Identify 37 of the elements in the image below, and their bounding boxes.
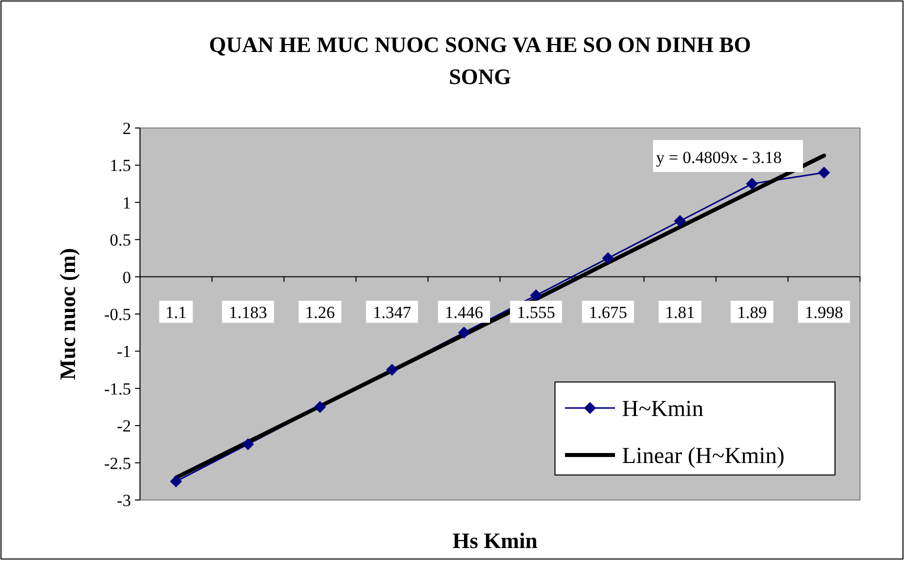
x-tick-label: 1.89: [737, 302, 767, 322]
y-tick-label: 1: [122, 193, 131, 212]
point: [602, 252, 614, 264]
y-tick-label: 1.5: [110, 156, 131, 176]
y-tick-label: 2: [122, 119, 131, 138]
point: [746, 178, 758, 190]
point: [530, 289, 542, 302]
y-tick-label: -0.5: [104, 305, 131, 324]
x-tick-label: 1.998: [804, 302, 844, 322]
point: [386, 364, 398, 376]
y-tick-label: 0: [122, 268, 131, 287]
y-tick-label: 0.5: [110, 230, 131, 250]
x-tick-label: 1.26: [305, 302, 335, 322]
x-tick-label: 1.81: [665, 302, 695, 322]
x-tick-label: 1.555: [516, 302, 556, 322]
annotation: y = 0.4809x - 3.18: [656, 148, 782, 167]
y-axis-title: Muc nuoc (m): [55, 248, 80, 380]
x-axis-title: Hs Kmin: [452, 528, 538, 553]
chart-title: QUAN HE MUC NUOC SONG VA HE SO ON DINH BO SONG: [209, 32, 751, 89]
y-tick-label: -1: [116, 342, 131, 362]
x-tick-label: 1.1: [165, 302, 187, 322]
x-tick-label: 1.446: [444, 302, 484, 322]
x-tick-label: 1.347: [372, 302, 412, 322]
legend-label: H~Kmin: [622, 396, 704, 421]
y-tick-label: -2: [116, 416, 131, 436]
point: [818, 166, 830, 179]
x-tick-label: 1.675: [588, 302, 628, 322]
y-tick-label: -3: [116, 491, 131, 510]
point: [314, 401, 326, 413]
point: [242, 438, 254, 450]
legend-label: Linear (H~Kmin): [622, 443, 785, 468]
point: [170, 475, 182, 488]
y-tick-label: -2.5: [104, 454, 131, 473]
y-tick-label: -1.5: [104, 379, 131, 398]
point: [458, 326, 470, 339]
x-tick-label: 1.183: [228, 302, 268, 322]
point: [674, 215, 686, 227]
